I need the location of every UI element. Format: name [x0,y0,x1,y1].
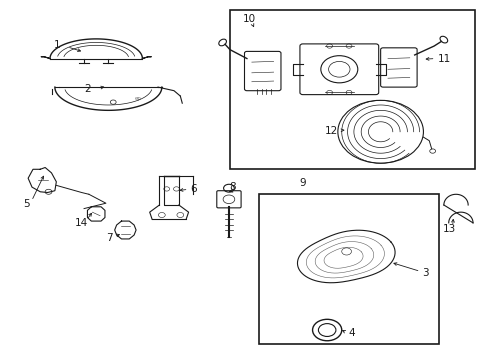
Text: 11: 11 [437,54,450,64]
Text: 2: 2 [84,84,91,94]
Text: 13: 13 [442,224,455,234]
Text: ep: ep [135,96,142,101]
Text: 3: 3 [421,268,428,278]
Text: 7: 7 [106,233,112,243]
Text: 10: 10 [243,14,255,24]
Text: 5: 5 [23,199,30,209]
Text: 12: 12 [324,126,337,136]
Text: 14: 14 [75,218,88,228]
Text: 1: 1 [54,40,61,50]
Text: 4: 4 [347,328,354,338]
Text: 9: 9 [299,178,305,188]
Text: 8: 8 [229,182,236,192]
Bar [229,10,474,169]
Bar [259,194,438,344]
Text: 6: 6 [190,184,196,194]
